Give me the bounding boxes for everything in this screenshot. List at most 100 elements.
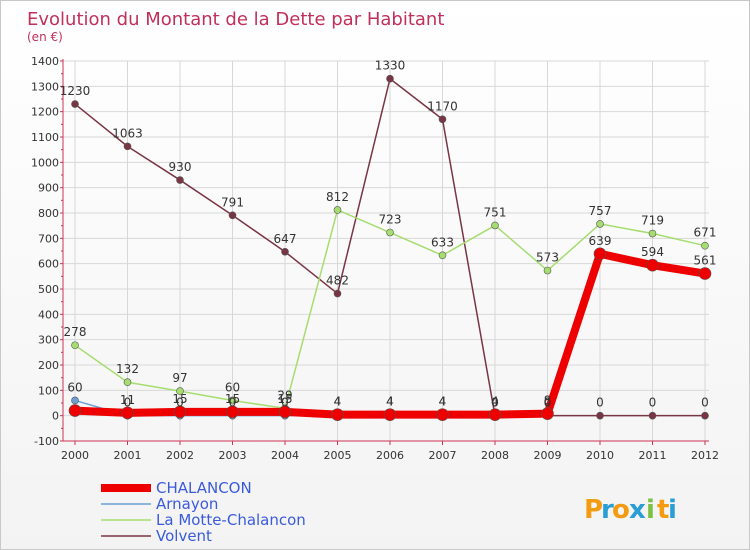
data-label-chalancon: 15 (172, 392, 187, 406)
y-tick-label: 900 (38, 182, 59, 195)
x-tick-label: 2008 (481, 449, 509, 462)
unit-label: (en €) (27, 30, 63, 44)
data-point-la-motte-chalancon (228, 396, 237, 405)
data-label-la-motte-chalancon: 573 (536, 251, 559, 265)
data-label-chalancon: 594 (641, 245, 664, 259)
data-label-volvent: 1063 (112, 126, 143, 140)
data-label-chalancon: 4 (439, 395, 447, 409)
data-point-la-motte-chalancon (71, 341, 79, 350)
legend-label: Volvent (156, 527, 212, 545)
data-label-arnayon: 60 (67, 380, 82, 394)
y-tick-label: 1300 (31, 80, 59, 93)
data-point-chalancon (593, 247, 607, 261)
grid (63, 60, 709, 442)
x-tick-label: 2005 (324, 449, 352, 462)
data-point-volvent (333, 289, 342, 298)
y-tick-label: 800 (38, 207, 59, 220)
y-tick-label: 100 (38, 384, 59, 397)
legend-label: CHALANCON (156, 479, 252, 497)
y-tick-label: 500 (38, 283, 59, 296)
data-point-la-motte-chalancon (333, 206, 342, 214)
data-point-volvent (71, 100, 79, 108)
data-point-la-motte-chalancon (491, 221, 499, 230)
data-point-la-motte-chalancon (386, 228, 394, 237)
data-label-volvent: 0 (649, 396, 657, 410)
data-label-chalancon: 15 (225, 392, 240, 406)
x-tick-label: 2002 (166, 449, 194, 462)
data-point-chalancon (226, 405, 239, 419)
data-point-volvent (281, 247, 289, 256)
data-label-chalancon: 4 (386, 395, 394, 409)
y-tick-label: 200 (38, 359, 59, 372)
data-label-la-motte-chalancon: 633 (431, 235, 454, 249)
data-point-chalancon (488, 408, 502, 421)
data-label-volvent: 0 (596, 396, 604, 410)
logo-letter: o (612, 495, 630, 525)
data-label-la-motte-chalancon: 132 (116, 362, 139, 376)
data-label-arnayon: 4 (334, 395, 342, 409)
data-point-volvent (648, 411, 657, 420)
data-label-la-motte-chalancon: 671 (694, 226, 717, 240)
legend-label: Arnayon (156, 495, 218, 513)
axes: -100010020030040050060070080090010001100… (31, 55, 719, 462)
data-label-arnayon: 0 (229, 396, 237, 410)
data-label-volvent: 1170 (427, 99, 458, 113)
data-point-la-motte-chalancon (176, 387, 184, 395)
y-tick-label: 1000 (31, 156, 59, 169)
data-point-chalancon (436, 408, 449, 421)
legend-label: La Motte-Chalancon (156, 511, 306, 529)
data-point-arnayon (71, 396, 79, 405)
data-point-volvent (386, 74, 394, 83)
data-point-chalancon (68, 404, 82, 417)
data-point-chalancon (541, 407, 554, 420)
data-point-la-motte-chalancon (123, 378, 132, 387)
data-point-la-motte-chalancon (438, 251, 447, 260)
data-label-la-motte-chalancon: 719 (641, 214, 664, 228)
data-label-chalancon: 4 (491, 395, 499, 409)
data-point-chalancon (646, 258, 659, 272)
data-point-chalancon (331, 408, 344, 421)
chart-title: Evolution du Montant de la Dette par Hab… (27, 9, 444, 30)
y-tick-label: 1200 (31, 106, 59, 119)
data-label-chalancon: 15 (277, 392, 292, 406)
data-point-volvent (596, 411, 604, 420)
data-point-chalancon (698, 267, 712, 280)
x-tick-label: 2001 (114, 449, 142, 462)
y-tick-label: 1400 (31, 55, 59, 68)
logo-letter: i (668, 495, 677, 525)
data-label-volvent: 0 (491, 396, 499, 410)
series-group (68, 74, 712, 421)
data-point-volvent (701, 411, 709, 420)
data-label-chalancon: 639 (589, 234, 612, 248)
data-point-la-motte-chalancon (701, 241, 709, 250)
data-label-volvent: 1330 (375, 59, 406, 73)
data-label-volvent: 930 (169, 160, 192, 174)
data-label-chalancon: 8 (544, 394, 552, 408)
data-label-chalancon: 561 (694, 254, 717, 268)
proxiti-logo: Pro x i ti (584, 495, 677, 525)
x-tick-label: 2010 (586, 449, 614, 462)
logo-letter: P (584, 495, 603, 525)
data-label-la-motte-chalancon: 757 (589, 204, 612, 218)
y-tick-label: 0 (52, 410, 59, 423)
data-point-volvent (438, 115, 447, 124)
data-label-arnayon: 0 (491, 396, 499, 410)
x-tick-label: 2011 (639, 449, 667, 462)
data-point-chalancon (173, 405, 187, 419)
data-label-la-motte-chalancon: 812 (326, 190, 349, 204)
data-label-arnayon: 4 (439, 395, 447, 409)
data-label-chalancon: 11 (120, 393, 135, 407)
data-label-la-motte-chalancon: 60 (225, 380, 240, 394)
y-tick-label: 300 (38, 334, 59, 347)
data-label-volvent: 0 (701, 396, 709, 410)
data-label-la-motte-chalancon: 723 (379, 213, 402, 227)
data-label-la-motte-chalancon: 278 (64, 325, 87, 339)
data-point-chalancon (383, 408, 397, 421)
data-point-volvent (176, 176, 184, 184)
x-tick-label: 2006 (376, 449, 404, 462)
x-tick-label: 2012 (691, 449, 719, 462)
data-label-volvent: 791 (221, 195, 244, 209)
